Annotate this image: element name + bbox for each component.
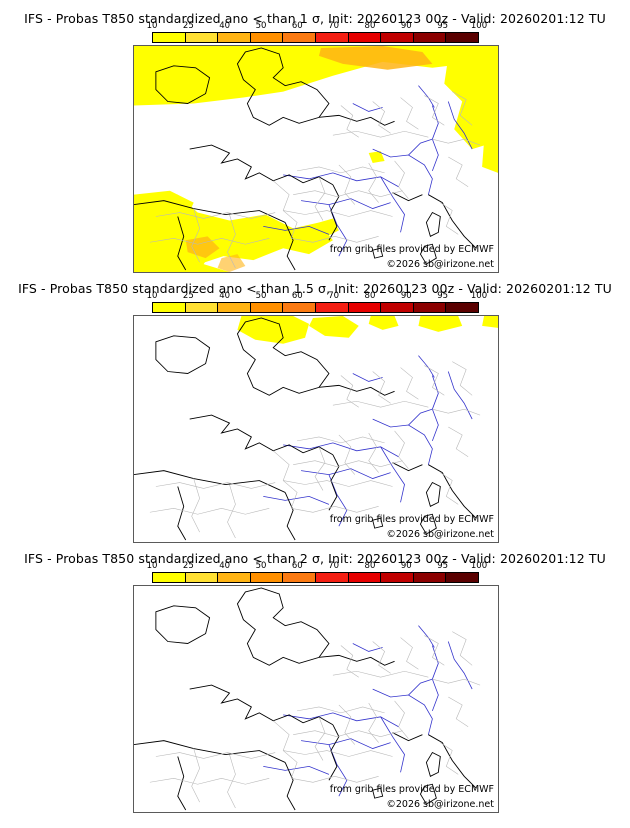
colorbar-swatch <box>153 303 186 312</box>
colorbar-tick: 100 <box>470 291 488 301</box>
forecast-panel-1: IFS - Probas T850 standardized ano < tha… <box>0 8 630 278</box>
colorbar-swatch <box>315 33 349 42</box>
map-canvas-1[interactable]: from grib files provided by ECMWF ©2026 … <box>133 45 499 273</box>
panel-title: IFS - Probas T850 standardized ano < tha… <box>24 11 606 26</box>
map-credit-copyright: ©2026 sb@irizone.net <box>386 529 494 540</box>
colorbar-tick: 50 <box>255 561 267 571</box>
coastline-layer <box>134 47 477 271</box>
colorbar-swatch <box>218 573 251 582</box>
colorbar-swatch <box>250 573 284 582</box>
map-svg <box>134 46 498 272</box>
colorbar-tick: 50 <box>255 291 267 301</box>
panel-title: IFS - Probas T850 standardized ano < tha… <box>24 551 606 566</box>
colorbar-gradient <box>152 32 479 43</box>
colorbar-swatch <box>446 573 478 582</box>
colorbar-ticks: 10 25 40 50 60 70 80 90 95 100 <box>147 291 488 302</box>
coastline-layer <box>134 317 477 541</box>
colorbar-gradient <box>152 572 479 583</box>
river-network <box>263 85 473 257</box>
colorbar-gradient <box>152 302 479 313</box>
colorbar-swatch <box>348 33 382 42</box>
map-credit-copyright: ©2026 sb@irizone.net <box>386 799 494 810</box>
colorbar-tick: 80 <box>364 561 376 571</box>
river-network <box>263 355 473 527</box>
colorbar-tick: 60 <box>291 561 303 571</box>
coastline-layer <box>134 587 477 811</box>
colorbar-swatch <box>315 573 349 582</box>
colorbar-tick: 40 <box>219 21 231 31</box>
colorbar-1: 10 25 40 50 60 70 80 90 95 100 <box>147 21 488 46</box>
colorbar-swatch <box>283 303 316 312</box>
colorbar-tick: 70 <box>328 561 340 571</box>
admin-boundaries <box>149 91 481 269</box>
colorbar-tick: 90 <box>400 561 412 571</box>
colorbar-swatch <box>413 573 447 582</box>
colorbar-swatch <box>185 573 219 582</box>
colorbar-swatch <box>218 33 251 42</box>
probability-shading <box>134 46 498 272</box>
colorbar-swatch <box>348 303 382 312</box>
map-credit-source: from grib files provided by ECMWF <box>329 514 494 525</box>
colorbar-swatch <box>218 303 251 312</box>
colorbar-ticks: 10 25 40 50 60 70 80 90 95 100 <box>147 561 488 572</box>
colorbar-swatch <box>250 33 284 42</box>
colorbar-tick: 90 <box>400 21 412 31</box>
colorbar-tick: 80 <box>364 291 376 301</box>
colorbar-tick: 50 <box>255 21 267 31</box>
map-credit-source: from grib files provided by ECMWF <box>329 244 494 255</box>
colorbar-tick: 10 <box>146 291 158 301</box>
map-svg <box>134 587 481 811</box>
colorbar-swatch <box>185 303 219 312</box>
colorbar-swatch <box>413 303 447 312</box>
forecast-panel-3: IFS - Probas T850 standardized ano < tha… <box>0 548 630 818</box>
map-credit-copyright: ©2026 sb@irizone.net <box>386 259 494 270</box>
colorbar-tick: 90 <box>400 291 412 301</box>
colorbar-swatch <box>381 303 414 312</box>
admin-boundaries <box>149 631 481 809</box>
colorbar-tick: 25 <box>182 21 194 31</box>
colorbar-tick: 25 <box>182 291 194 301</box>
colorbar-swatch <box>283 573 316 582</box>
colorbar-swatch <box>446 33 478 42</box>
colorbar-swatch <box>348 573 382 582</box>
colorbar-2: 10 25 40 50 60 70 80 90 95 100 <box>147 291 488 316</box>
colorbar-tick: 25 <box>182 561 194 571</box>
panel-title: IFS - Probas T850 standardized ano < tha… <box>18 281 612 296</box>
colorbar-tick: 40 <box>219 561 231 571</box>
colorbar-tick: 60 <box>291 291 303 301</box>
colorbar-tick: 70 <box>328 21 340 31</box>
probability-shading <box>237 316 498 344</box>
admin-boundaries <box>149 361 481 539</box>
colorbar-3: 10 25 40 50 60 70 80 90 95 100 <box>147 561 488 586</box>
colorbar-ticks: 10 25 40 50 60 70 80 90 95 100 <box>147 21 488 32</box>
colorbar-tick: 70 <box>328 291 340 301</box>
colorbar-tick: 40 <box>219 291 231 301</box>
forecast-panel-2: IFS - Probas T850 standardized ano < tha… <box>0 278 630 548</box>
map-credit-source: from grib files provided by ECMWF <box>329 784 494 795</box>
map-canvas-2[interactable]: from grib files provided by ECMWF ©2026 … <box>133 315 499 543</box>
colorbar-tick: 80 <box>364 21 376 31</box>
colorbar-swatch <box>315 303 349 312</box>
colorbar-tick: 100 <box>470 561 488 571</box>
colorbar-tick: 10 <box>146 21 158 31</box>
colorbar-tick: 10 <box>146 561 158 571</box>
colorbar-swatch <box>413 33 447 42</box>
colorbar-tick: 95 <box>437 21 449 31</box>
colorbar-tick: 100 <box>470 21 488 31</box>
colorbar-swatch <box>250 303 284 312</box>
colorbar-tick: 60 <box>291 21 303 31</box>
map-canvas-3[interactable]: from grib files provided by ECMWF ©2026 … <box>133 585 499 813</box>
map-svg <box>134 316 498 541</box>
colorbar-tick: 95 <box>437 291 449 301</box>
colorbar-swatch <box>153 33 186 42</box>
colorbar-swatch <box>283 33 316 42</box>
colorbar-swatch <box>381 33 414 42</box>
river-network <box>263 625 473 797</box>
colorbar-swatch <box>446 303 478 312</box>
colorbar-swatch <box>381 573 414 582</box>
colorbar-tick: 95 <box>437 561 449 571</box>
colorbar-swatch <box>153 573 186 582</box>
colorbar-swatch <box>185 33 219 42</box>
